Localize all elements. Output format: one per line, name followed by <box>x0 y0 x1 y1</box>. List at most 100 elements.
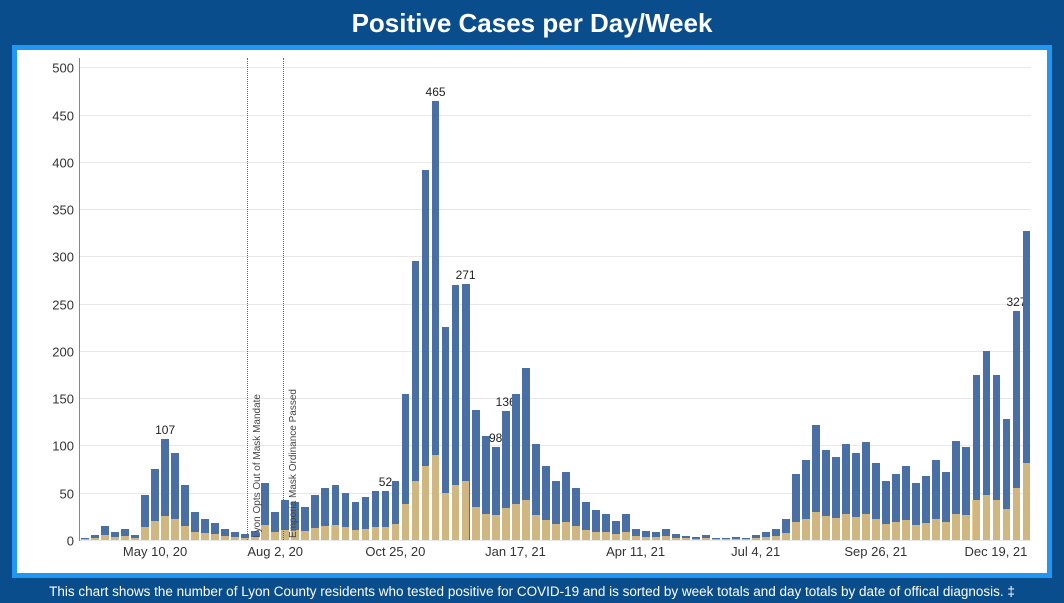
day-bar <box>552 524 560 540</box>
x-axis-label: Jan 17, 21 <box>485 544 546 559</box>
bar-slot <box>651 58 661 540</box>
bar-slot <box>621 58 631 540</box>
day-bar <box>962 515 970 540</box>
bar-slot <box>861 58 871 540</box>
day-bar <box>732 539 740 540</box>
day-bar <box>422 466 430 540</box>
day-bar <box>592 532 600 541</box>
day-bar <box>542 520 550 540</box>
day-bar <box>852 517 860 540</box>
bar-slot <box>270 58 280 540</box>
y-axis-label: 300 <box>52 250 74 265</box>
day-bar <box>872 519 880 540</box>
bar-slot <box>811 58 821 540</box>
bar-slot <box>481 58 491 540</box>
bar-slot <box>240 58 250 540</box>
day-bar <box>742 539 750 540</box>
day-bar <box>612 534 620 540</box>
bar-slot <box>911 58 921 540</box>
x-axis-label: Jul 4, 21 <box>731 544 780 559</box>
day-bar <box>622 532 630 540</box>
bar-slot: 327 <box>1011 58 1021 540</box>
bar-slot <box>701 58 711 540</box>
bar-slot <box>631 58 641 540</box>
day-bar <box>752 538 760 540</box>
bar-slot <box>140 58 150 540</box>
day-bar <box>822 516 830 540</box>
bar-slot <box>330 58 340 540</box>
bar-slot: 98 <box>491 58 501 540</box>
day-bar <box>392 524 400 540</box>
day-bar <box>472 507 480 540</box>
day-bar <box>932 519 940 540</box>
day-bar <box>331 525 339 540</box>
bar-slot <box>891 58 901 540</box>
y-axis-label: 0 <box>67 534 74 549</box>
day-bar <box>802 519 810 540</box>
y-axis-label: 250 <box>52 297 74 312</box>
bar-slot <box>180 58 190 540</box>
x-axis-label: Aug 2, 20 <box>247 544 303 559</box>
day-bar <box>862 514 870 540</box>
day-bar <box>191 532 199 541</box>
day-bar <box>452 485 460 540</box>
bar-slot <box>170 58 180 540</box>
day-bar <box>462 481 470 540</box>
bar-slot <box>751 58 761 540</box>
bar-slot <box>370 58 380 540</box>
day-bar <box>882 524 890 540</box>
day-bar <box>912 525 920 540</box>
day-bar <box>81 539 89 540</box>
day-bar <box>151 521 159 540</box>
bar-slot <box>441 58 451 540</box>
bar-slot <box>851 58 861 540</box>
bar-slot <box>921 58 931 540</box>
bar-slot <box>931 58 941 540</box>
day-bar <box>311 528 319 540</box>
chart-title: Positive Cases per Day/Week <box>12 8 1052 39</box>
bar-slot <box>601 58 611 540</box>
day-bar <box>492 515 500 540</box>
bar-slot <box>210 58 220 540</box>
day-bar <box>702 538 710 540</box>
day-bar <box>372 527 380 540</box>
plot-area: 0501001502002503003504004505001075246527… <box>79 58 1031 541</box>
day-bar <box>111 537 119 540</box>
day-bar <box>442 493 450 540</box>
y-axis-label: 200 <box>52 344 74 359</box>
bar-slot <box>421 58 431 540</box>
day-bar <box>321 526 329 540</box>
day-bar <box>792 522 800 540</box>
day-bar <box>812 512 820 540</box>
bar-slot <box>841 58 851 540</box>
bar-slot <box>90 58 100 540</box>
y-axis-label: 500 <box>52 61 74 76</box>
day-bar <box>632 536 640 540</box>
reference-line-label: Lyon Opts Out of Mask Mandate <box>252 394 263 538</box>
day-bar <box>482 514 490 540</box>
day-bar <box>522 500 530 540</box>
bar-slot <box>761 58 771 540</box>
day-bar <box>842 514 850 540</box>
day-bar <box>952 514 960 540</box>
bar-slot <box>531 58 541 540</box>
bar-slot <box>991 58 1001 540</box>
bar-slot <box>360 58 370 540</box>
bar-slot <box>571 58 581 540</box>
bar-slot <box>691 58 701 540</box>
bar-slot <box>881 58 891 540</box>
day-bar <box>712 539 720 540</box>
bar-slot <box>731 58 741 540</box>
bar-slot <box>551 58 561 540</box>
day-bar <box>231 537 239 540</box>
bar-slot <box>350 58 360 540</box>
bar-slot <box>831 58 841 540</box>
y-axis-label: 150 <box>52 392 74 407</box>
bar-slot <box>901 58 911 540</box>
day-bar <box>1003 509 1011 540</box>
gridline: 0 <box>80 540 1031 541</box>
bar-slot <box>791 58 801 540</box>
x-axis-label: May 10, 20 <box>123 544 187 559</box>
bar-slot <box>871 58 881 540</box>
day-bar <box>722 539 730 540</box>
